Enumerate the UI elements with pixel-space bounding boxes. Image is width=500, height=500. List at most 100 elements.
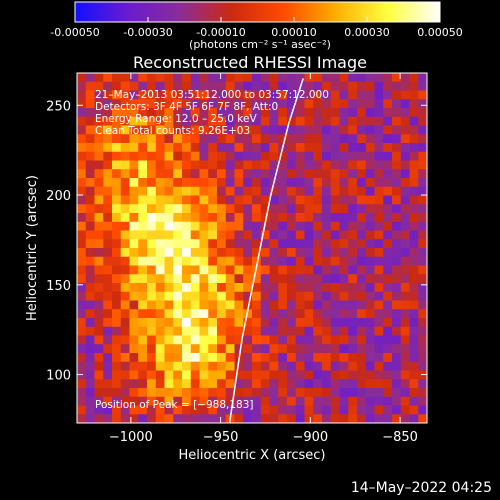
heatmap-cell [199, 160, 209, 170]
heatmap-cell [243, 73, 253, 83]
heatmap-cell [112, 169, 122, 179]
heatmap-cell [330, 99, 341, 109]
heatmap-cell [330, 361, 341, 372]
heatmap-cell [295, 73, 306, 83]
heatmap-cell [208, 81, 218, 92]
heatmap-cell [155, 388, 166, 398]
heatmap-cell [295, 160, 306, 170]
heatmap-cell [173, 169, 183, 179]
heatmap-cell [322, 361, 332, 372]
heatmap-cell [322, 213, 332, 223]
heatmap-cell [348, 370, 358, 380]
heatmap-cell [260, 291, 271, 302]
heatmap-cell [418, 99, 427, 109]
heatmap-cell [103, 178, 113, 188]
heatmap-cell [383, 344, 393, 354]
heatmap-cell [182, 108, 192, 118]
heatmap-cell [77, 388, 87, 398]
heatmap-cell [252, 335, 262, 345]
heatmap-cell [278, 99, 288, 109]
heatmap-cell [77, 134, 87, 144]
heatmap-cell [155, 318, 166, 328]
heatmap-cell [112, 99, 122, 109]
heatmap-cell [418, 414, 427, 423]
heatmap-cell [225, 221, 236, 232]
heatmap-cell [409, 300, 419, 310]
heatmap-cell [252, 143, 262, 153]
heatmap-cell [365, 291, 376, 302]
heatmap-cell [129, 405, 139, 415]
heatmap-cell [208, 388, 218, 398]
heatmap-cell [260, 405, 271, 415]
heatmap-cell [409, 151, 419, 162]
heatmap-cell [103, 283, 113, 293]
heatmap-cell [155, 73, 166, 83]
heatmap-cell [103, 90, 113, 100]
heatmap-cell [234, 265, 244, 275]
heatmap-cell [147, 125, 157, 135]
heatmap-cell [164, 195, 174, 205]
heatmap-cell [409, 125, 419, 135]
heatmap-cell [225, 73, 236, 83]
heatmap-cell [85, 353, 96, 363]
heatmap-cell [112, 291, 122, 302]
heatmap-cell [269, 405, 279, 415]
heatmap-cell [348, 344, 358, 354]
heatmap-cell [77, 361, 87, 372]
heatmap-cell [120, 335, 131, 345]
heatmap-cell [252, 370, 262, 380]
heatmap-cell [278, 125, 288, 135]
heatmap-cell [322, 335, 332, 345]
heatmap-cell [392, 335, 402, 345]
heatmap-cell [155, 178, 166, 188]
heatmap-cell [199, 291, 209, 302]
heatmap-cell [120, 160, 131, 170]
heatmap-cell [330, 204, 341, 214]
heatmap-cell [85, 248, 96, 258]
heatmap-cell [112, 335, 122, 345]
heatmap-cell [155, 370, 166, 380]
heatmap-cell [94, 186, 104, 197]
heatmap-cell [155, 90, 166, 100]
heatmap-cell [252, 239, 262, 249]
heatmap-cell [120, 81, 131, 92]
heatmap-cell [138, 248, 148, 258]
heatmap-cell [225, 396, 236, 407]
heatmap-cell [409, 388, 419, 398]
heatmap-cell [182, 213, 192, 223]
heatmap-cell [94, 160, 104, 170]
heatmap-cell [392, 414, 402, 423]
heatmap-cell [129, 300, 139, 310]
heatmap-cell [252, 326, 262, 337]
heatmap-cell [147, 388, 157, 398]
heatmap-cell [94, 221, 104, 232]
heatmap-cell [339, 108, 349, 118]
heatmap-cell [313, 309, 323, 319]
heatmap-cell [199, 178, 209, 188]
heatmap-cell [94, 125, 104, 135]
heatmap-cell [260, 186, 271, 197]
heatmap-cell [295, 405, 306, 415]
heatmap-cell [243, 213, 253, 223]
heatmap-cell [129, 81, 139, 92]
heatmap-cell [103, 248, 113, 258]
heatmap-cell [182, 248, 192, 258]
heatmap-cell [129, 116, 139, 127]
heatmap-cell [400, 361, 411, 372]
heatmap-cell [383, 405, 393, 415]
heatmap-cell [190, 125, 201, 135]
heatmap-cell [208, 370, 218, 380]
heatmap-cell [94, 370, 104, 380]
heatmap-cell [120, 344, 131, 354]
heatmap-cell [155, 204, 166, 214]
heatmap-cell [409, 256, 419, 267]
heatmap-cell [217, 195, 227, 205]
heatmap-cell [287, 353, 297, 363]
heatmap-cell [94, 396, 104, 407]
heatmap-cell [138, 283, 148, 293]
heatmap-cell [103, 256, 113, 267]
heatmap-cell [409, 265, 419, 275]
heatmap-cell [278, 213, 288, 223]
heatmap-cell [278, 151, 288, 162]
heatmap-cell [182, 283, 192, 293]
